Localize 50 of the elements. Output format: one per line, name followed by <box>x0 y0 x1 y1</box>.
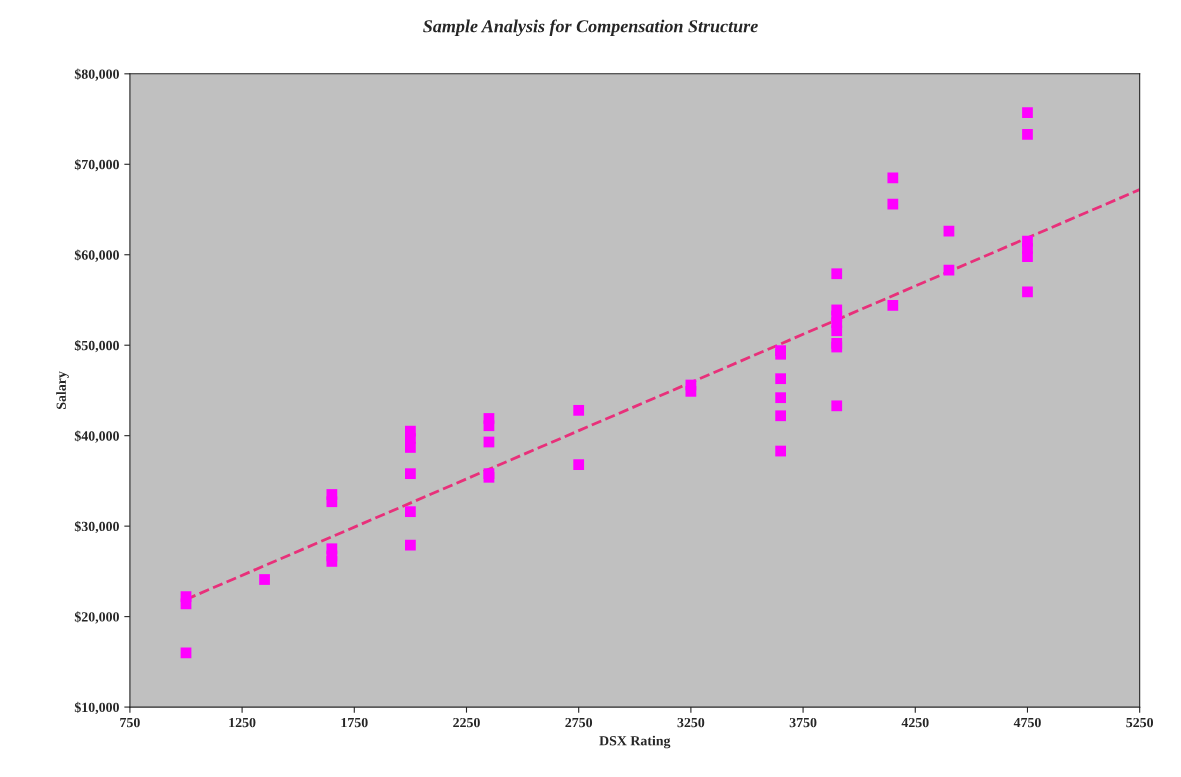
point <box>326 556 338 567</box>
point <box>1022 107 1033 119</box>
point <box>180 647 192 659</box>
point <box>775 392 787 404</box>
point <box>831 325 843 337</box>
point <box>405 442 416 453</box>
point <box>405 506 416 518</box>
point <box>685 385 697 397</box>
y-tick-label: $70,000 <box>74 159 119 172</box>
chart-title: Sample Analysis for Compensation Structure <box>423 19 758 37</box>
x-tick-label: 3750 <box>789 717 817 728</box>
point <box>887 172 899 184</box>
x-tick-label: 750 <box>120 717 140 728</box>
point <box>775 373 787 385</box>
y-axis-title: Salary <box>56 371 69 409</box>
point <box>573 404 585 416</box>
y-tick-label: $60,000 <box>74 249 119 262</box>
point <box>831 268 843 280</box>
x-tick-label: 3250 <box>677 717 705 728</box>
point <box>775 410 787 422</box>
x-tick-label: 1750 <box>341 717 368 728</box>
y-tick-label: $50,000 <box>74 339 119 353</box>
point <box>573 459 585 470</box>
y-tick-label: $20,000 <box>74 611 119 624</box>
x-tick-label: 4750 <box>1013 717 1041 728</box>
y-tick-label: $10,000 <box>74 701 119 715</box>
point <box>1022 129 1033 140</box>
point <box>943 225 955 237</box>
y-tick-label: $40,000 <box>74 430 119 443</box>
point <box>1022 286 1033 298</box>
point <box>483 420 495 432</box>
point <box>326 496 338 508</box>
point <box>405 468 416 480</box>
x-tick-label: 5250 <box>1126 717 1154 728</box>
point <box>831 341 843 353</box>
point <box>887 198 899 210</box>
point <box>887 300 899 311</box>
x-tick-label: 2250 <box>453 717 480 728</box>
y-tick-label: $30,000 <box>74 520 119 534</box>
point <box>831 400 843 412</box>
point <box>259 574 270 585</box>
point <box>1022 251 1033 262</box>
point <box>943 264 955 276</box>
point <box>405 539 416 551</box>
x-tick-label: 4250 <box>901 717 929 728</box>
x-tick-label: 1250 <box>229 717 256 728</box>
y-tick-label: $80,000 <box>74 68 119 81</box>
x-axis-title: DSX Rating <box>599 735 671 749</box>
point <box>775 445 787 457</box>
x-tick-label: 2750 <box>565 717 593 728</box>
